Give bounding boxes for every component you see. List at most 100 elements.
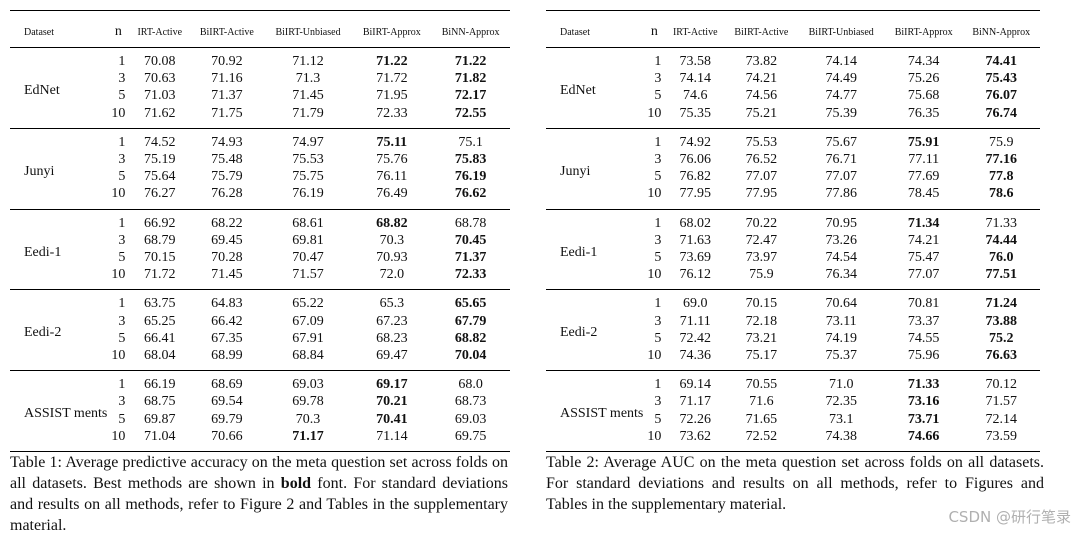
n-value: 1 xyxy=(107,127,130,152)
value-cell: 75.67 xyxy=(797,127,885,152)
value-cell: 72.26 xyxy=(679,411,712,427)
watermark: CSDN @研行笔录 xyxy=(948,508,1071,526)
value-cell: 71.79 xyxy=(292,105,324,121)
value-cell: 74.14 xyxy=(825,54,857,69)
dataset-group: ASSIST ments 1 69.14 70.55 71.0 71.33 70.12 3 71… xyxy=(546,370,1040,452)
value-cell: 71.11 xyxy=(679,313,711,329)
value-cell: 70.3 xyxy=(295,411,321,427)
value-cell: 71.63 xyxy=(679,232,712,248)
best-value-cell: 71.24 xyxy=(962,289,1040,313)
table-row: Eedi-2 1 69.0 70.15 70.64 70.81 71.24 xyxy=(546,289,1040,371)
column-header: IRT-Active xyxy=(129,10,191,48)
best-value-cell: 71.34 xyxy=(884,208,963,232)
accuracy-table-block: Dataset n IRT-Active BiIRT-Active BiIRT-Unbi… xyxy=(10,10,510,453)
value-cell: 70.93 xyxy=(376,250,408,266)
best-value-cell: 75.11 xyxy=(352,127,432,152)
dataset-group: Eedi-2 1 63.75 64.83 65.22 65.3 65.65 3 65.25 66.… xyxy=(10,289,510,371)
n-value: 5 xyxy=(654,88,662,104)
value-cell: 75.26 xyxy=(907,71,940,87)
value-cell: 74.21 xyxy=(907,232,940,248)
value-cell: 68.61 xyxy=(263,208,353,232)
value-cell: 77.07 xyxy=(825,169,857,185)
value-cell: 75.75 xyxy=(292,169,324,185)
n-value: 10 xyxy=(111,428,126,444)
table-row: EdNet 1 70.08 70.92 71.12 71.22 71.22 xyxy=(10,48,510,98)
value-cell: 76.35 xyxy=(907,105,940,121)
table-row: 3 75.19 75.48 75.53 75.76 75.83 xyxy=(10,151,510,168)
n-value: 10 xyxy=(111,348,126,364)
value-cell: 72.42 xyxy=(679,330,712,346)
value-cell: 74.54 xyxy=(825,250,857,266)
value-cell: 75.96 xyxy=(907,348,940,364)
dataset-group: Eedi-2 1 69.0 70.15 70.64 70.81 71.24 3 71.11 72.… xyxy=(546,289,1040,371)
table-row: 3 76.06 76.52 76.71 77.11 77.16 xyxy=(546,151,1040,168)
column-header: Dataset xyxy=(10,10,108,48)
value-cell: 69.81 xyxy=(292,232,324,248)
dataset-name: Eedi-2 xyxy=(10,289,108,371)
best-value-cell: 75.2 xyxy=(989,330,1014,346)
table-row: 10 68.04 68.99 68.84 69.47 70.04 xyxy=(10,347,510,371)
table-row: 10 75.35 75.21 75.39 76.35 76.74 xyxy=(546,105,1040,129)
best-value-cell: 71.33 xyxy=(884,370,963,394)
dataset-name: Junyi xyxy=(10,127,108,210)
column-header: Dataset xyxy=(546,10,644,48)
best-value-cell: 70.04 xyxy=(454,348,487,364)
n-value: 3 xyxy=(654,394,662,410)
n-value: 10 xyxy=(647,186,662,202)
best-value-cell: 76.0 xyxy=(989,250,1014,266)
value-cell: 76.82 xyxy=(679,169,712,185)
best-value-cell: 75.91 xyxy=(884,127,963,152)
value-cell: 74.56 xyxy=(745,88,778,104)
value-cell: 75.53 xyxy=(292,152,324,168)
value-cell: 69.87 xyxy=(143,411,176,427)
n-value: 1 xyxy=(107,370,130,394)
value-cell: 76.06 xyxy=(679,152,712,168)
value-cell: 75.35 xyxy=(679,105,712,121)
value-cell: 70.55 xyxy=(725,370,798,394)
value-cell: 73.59 xyxy=(985,428,1018,444)
value-cell: 76.49 xyxy=(376,186,408,202)
table-row: 5 66.41 67.35 67.91 68.23 68.82 xyxy=(10,330,510,347)
best-value-cell: 70.21 xyxy=(376,394,408,410)
value-cell: 72.33 xyxy=(376,105,408,121)
best-value-cell: 73.88 xyxy=(985,313,1018,329)
best-value-cell: 74.66 xyxy=(907,428,940,444)
value-cell: 74.21 xyxy=(745,71,778,87)
value-cell: 70.12 xyxy=(962,370,1040,394)
table-row: 5 74.6 74.56 74.77 75.68 76.07 xyxy=(546,87,1040,104)
value-cell: 70.22 xyxy=(725,208,798,232)
table-row: Junyi 1 74.52 74.93 74.97 75.11 75.1 xyxy=(10,127,510,210)
n-value: 5 xyxy=(118,411,126,427)
n-value: 1 xyxy=(107,289,130,313)
value-cell: 72.14 xyxy=(985,411,1018,427)
n-value: 1 xyxy=(107,208,130,232)
n-value: 3 xyxy=(654,232,662,248)
value-cell: 68.99 xyxy=(211,348,243,364)
value-cell: 70.15 xyxy=(725,289,798,313)
n-value: 3 xyxy=(118,394,126,410)
table-row: 5 73.69 73.97 74.54 75.47 76.0 xyxy=(546,249,1040,266)
value-cell: 77.95 xyxy=(679,186,712,202)
best-value-cell: 72.55 xyxy=(454,105,487,121)
value-cell: 71.6 xyxy=(749,394,774,410)
value-cell: 74.93 xyxy=(190,127,264,152)
table-row: 5 70.15 70.28 70.47 70.93 71.37 xyxy=(10,249,510,266)
n-value: 5 xyxy=(654,411,662,427)
value-cell: 76.19 xyxy=(292,186,324,202)
value-cell: 66.92 xyxy=(129,208,191,232)
value-cell: 70.3 xyxy=(379,232,405,248)
value-cell: 70.81 xyxy=(884,289,963,313)
n-value: 3 xyxy=(654,313,662,329)
value-cell: 70.08 xyxy=(143,54,176,69)
value-cell: 65.25 xyxy=(143,313,176,329)
n-value: 3 xyxy=(118,232,126,248)
value-cell: 71.14 xyxy=(376,428,408,444)
value-cell: 66.42 xyxy=(211,313,243,329)
dataset-group: Eedi-1 1 68.02 70.22 70.95 71.34 71.33 3 71.63 72… xyxy=(546,208,1040,290)
value-cell: 76.28 xyxy=(211,186,243,202)
best-value-cell: 78.6 xyxy=(989,186,1014,202)
value-cell: 68.04 xyxy=(143,348,176,364)
value-cell: 68.02 xyxy=(665,208,726,232)
table-row: Eedi-1 1 66.92 68.22 68.61 68.82 68.78 xyxy=(10,208,510,290)
value-cell: 76.11 xyxy=(376,169,408,185)
